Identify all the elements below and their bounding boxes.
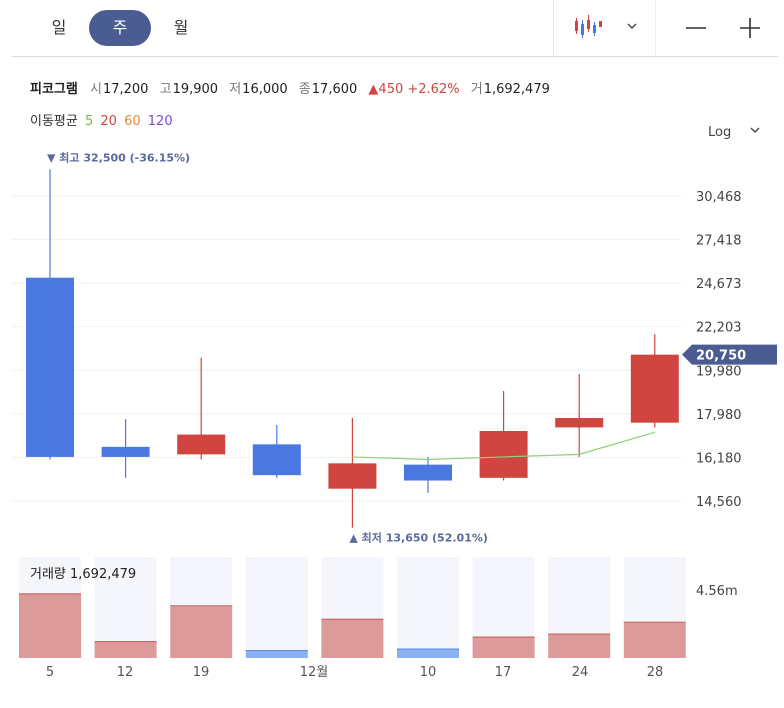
candle-body <box>555 418 604 428</box>
volume-bar <box>170 605 233 658</box>
volume-bar <box>548 634 611 658</box>
toolbar-divider <box>12 56 778 57</box>
chevron-down-icon <box>627 23 637 29</box>
moving-average-label: 이동평균 <box>30 114 78 129</box>
candle-body <box>26 277 74 457</box>
x-tick-label: 10 <box>420 665 437 680</box>
volume-bar <box>472 637 535 658</box>
volume-panel-label: 거래량 1,692,479 <box>30 567 136 582</box>
volume-bar-bg <box>19 557 81 658</box>
candle-body <box>404 464 452 481</box>
open-label: 시 <box>89 82 102 97</box>
tab-week[interactable]: 주 <box>89 10 151 46</box>
change-arrow: ▲ <box>368 82 379 97</box>
high-label: 고 <box>159 82 172 97</box>
candle-body <box>177 434 226 455</box>
y-tick-label: 16,180 <box>696 451 742 466</box>
ma-120[interactable]: 120 <box>147 114 173 129</box>
x-tick-label: 19 <box>193 665 210 680</box>
y-tick-label: 14,560 <box>696 495 742 510</box>
ma-20[interactable]: 20 <box>100 114 117 129</box>
volume-bar-bg <box>472 557 535 658</box>
volume-bar-bg <box>321 557 384 658</box>
low-annotation: ▲ 최저 13,650 (52.01%) <box>349 531 488 545</box>
y-tick-label: 19,980 <box>696 364 742 379</box>
volume-bar <box>245 650 308 658</box>
high-value: 19,900 <box>172 82 219 97</box>
volume-value: 1,692,479 <box>483 82 550 97</box>
low-value: 16,000 <box>242 82 288 97</box>
volume-bar-bg <box>548 557 611 658</box>
candle-body <box>101 446 150 457</box>
x-tick-label: 28 <box>647 665 664 680</box>
x-tick-label: 24 <box>572 665 589 680</box>
divider <box>553 0 554 56</box>
volume-bar <box>94 641 157 658</box>
x-tick-label: 5 <box>46 665 54 680</box>
chevron-down-icon <box>750 127 760 133</box>
volume-bar-bg <box>94 557 157 658</box>
moving-average-legend: 이동평균 5 20 60 120 <box>30 110 173 129</box>
volume-bar <box>19 593 81 658</box>
change-value: 450 <box>378 82 404 97</box>
open-value: 17,200 <box>102 82 149 97</box>
divider <box>655 0 656 56</box>
scale-dropdown[interactable]: Log <box>708 125 763 140</box>
y-tick-label: 27,418 <box>696 234 742 249</box>
zoom-in-button[interactable] <box>730 10 770 46</box>
close-value: 17,600 <box>311 82 358 97</box>
change-percent: +2.62% <box>407 82 460 97</box>
plus-icon <box>740 18 760 38</box>
zoom-out-button[interactable] <box>676 10 716 46</box>
volume-axis-tick: 4.56m <box>696 584 738 599</box>
x-tick-label: 12 <box>117 665 134 680</box>
y-tick-label: 30,468 <box>696 190 742 205</box>
volume-bar-bg <box>170 557 233 658</box>
low-label: 저 <box>229 82 242 97</box>
volume-bar <box>623 622 686 658</box>
ma5-line <box>352 431 655 461</box>
x-tick-label: 12월 <box>300 665 329 680</box>
quote-summary: 피코그램 시17,200 고19,900 저16,000 종17,600 ▲45… <box>30 78 557 97</box>
y-tick-label: 22,203 <box>696 321 742 336</box>
tab-month[interactable]: 월 <box>173 18 189 37</box>
y-tick-label: 24,673 <box>696 277 742 292</box>
candle-body <box>328 463 377 489</box>
candle-body <box>252 444 301 476</box>
close-label: 종 <box>298 82 311 97</box>
minus-icon <box>686 27 706 29</box>
volume-bar <box>397 649 459 658</box>
volume-bar-bg <box>623 557 686 658</box>
candlestick-icon <box>575 15 637 38</box>
volume-bar-bg <box>397 557 459 658</box>
ma-60[interactable]: 60 <box>124 114 141 129</box>
candle-body <box>479 430 528 478</box>
toolbar: 일 주 월 <box>0 0 784 57</box>
scale-label: Log <box>708 125 732 140</box>
ma-5[interactable]: 5 <box>84 114 94 129</box>
current-price-label: 20,750 <box>696 349 746 364</box>
x-tick-label: 17 <box>495 665 512 680</box>
volume-label: 거 <box>470 82 483 97</box>
candle-body <box>630 354 679 423</box>
high-annotation: ▼ 최고 32,500 (-36.15%) <box>47 150 190 164</box>
stock-name: 피코그램 <box>30 82 78 97</box>
volume-bar <box>321 619 384 658</box>
current-price-tag <box>682 344 777 365</box>
tab-day[interactable]: 일 <box>51 18 67 37</box>
volume-bar-bg <box>245 557 308 658</box>
chart-type-button[interactable] <box>566 10 646 46</box>
y-tick-label: 17,980 <box>696 408 742 423</box>
